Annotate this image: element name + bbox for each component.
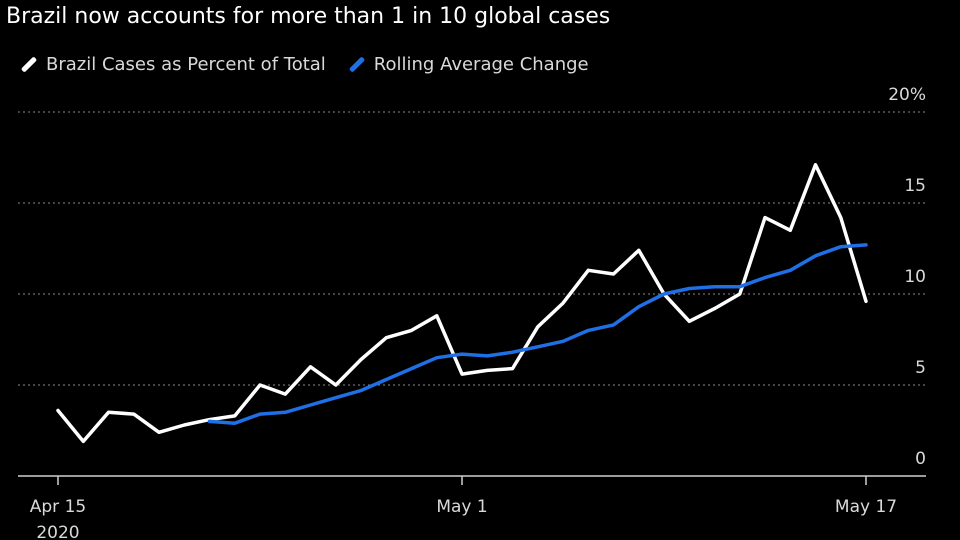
y-tick-label: 10 xyxy=(904,267,926,287)
legend-item-brazil: Brazil Cases as Percent of Total xyxy=(20,54,326,75)
x-tick-sublabel: 2020 xyxy=(36,523,79,540)
legend: Brazil Cases as Percent of Total Rolling… xyxy=(20,54,589,75)
series-line-rolling-average-change xyxy=(207,243,868,425)
y-tick-label: 5 xyxy=(915,358,926,378)
x-tick-label: May 17 xyxy=(835,497,897,517)
legend-item-rolling: Rolling Average Change xyxy=(348,54,589,75)
y-tick-label: 15 xyxy=(904,176,926,196)
legend-label-brazil: Brazil Cases as Percent of Total xyxy=(46,54,326,75)
series-line-brazil-cases-percent xyxy=(56,163,868,444)
x-tick-label: May 1 xyxy=(436,497,487,517)
x-tick-label: Apr 15 xyxy=(30,497,86,517)
legend-label-rolling: Rolling Average Change xyxy=(373,54,589,75)
chart-subtitle: Brazil now accounts for more than 1 in 1… xyxy=(6,4,611,29)
y-tick-label: 20% xyxy=(888,85,926,105)
y-tick-label: 0 xyxy=(915,449,926,469)
